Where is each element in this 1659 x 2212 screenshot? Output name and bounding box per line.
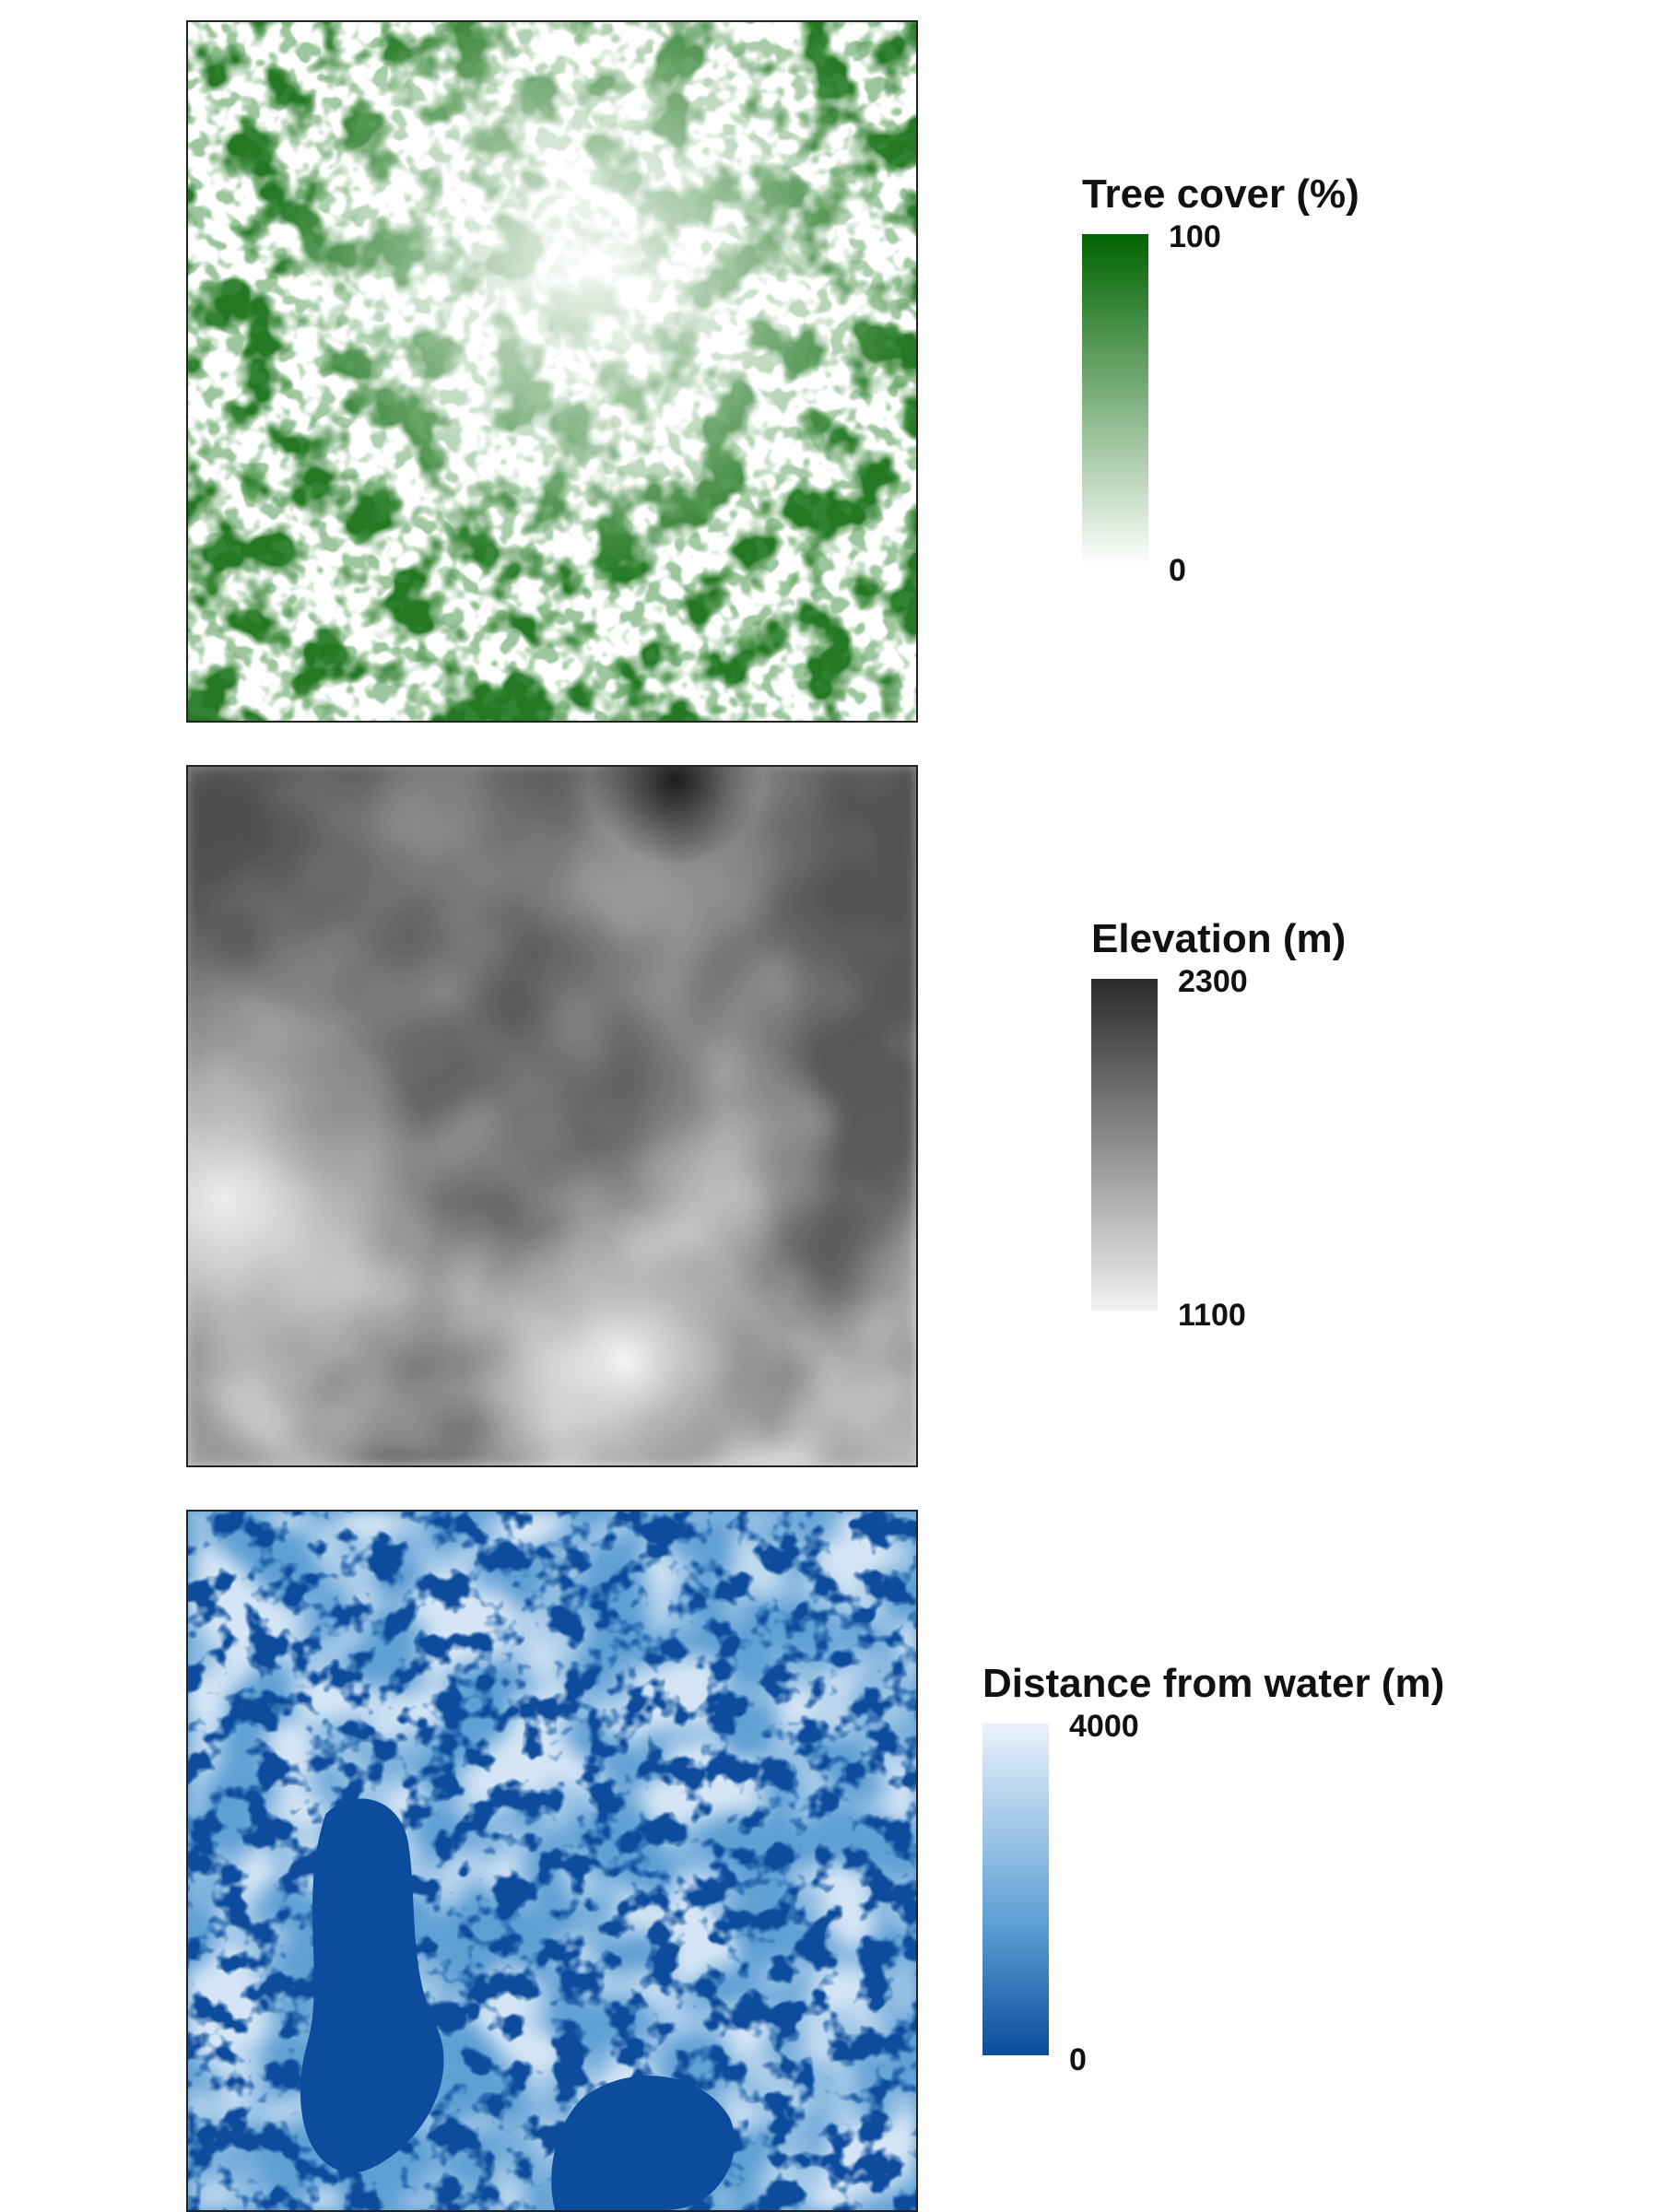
distance-from-water-min-label: 0 — [1069, 2042, 1087, 2077]
distance-from-water-map — [186, 1510, 918, 2212]
elevation-min-label: 1100 — [1178, 1298, 1246, 1333]
tree-cover-raster — [188, 22, 916, 721]
distance-from-water-raster — [188, 1512, 916, 2210]
elevation-legend-title: Elevation (m) — [1091, 916, 1347, 961]
elevation-max-label: 2300 — [1178, 964, 1248, 999]
elevation-raster — [188, 767, 916, 1465]
distance-from-water-legend-title: Distance from water (m) — [982, 1661, 1445, 1706]
tree-cover-min-label: 0 — [1169, 553, 1186, 588]
elevation-colorbar — [1091, 979, 1158, 1311]
distance-from-water-colorbar — [982, 1724, 1049, 2055]
elevation-map — [186, 765, 918, 1467]
tree-cover-legend-title: Tree cover (%) — [1082, 171, 1359, 217]
tree-cover-max-label: 100 — [1169, 219, 1221, 254]
distance-from-water-max-label: 4000 — [1069, 1709, 1139, 1744]
tree-cover-map — [186, 20, 918, 723]
tree-cover-colorbar — [1082, 234, 1148, 566]
